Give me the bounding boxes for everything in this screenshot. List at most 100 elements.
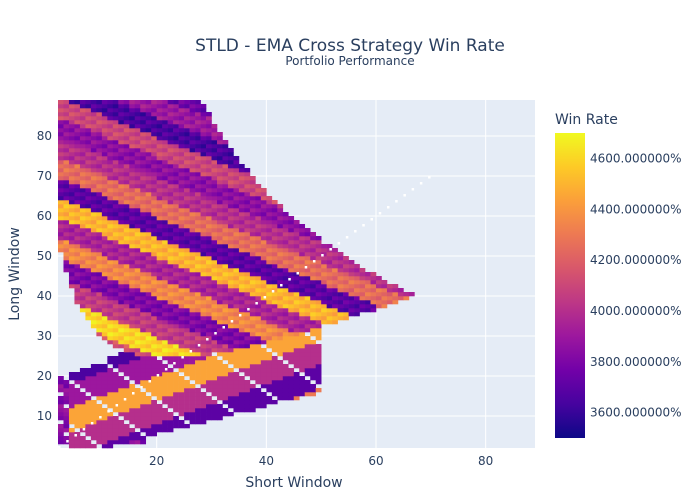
heatmap-cell [282,368,289,373]
heatmap-cell [162,288,168,293]
heatmap-cell [112,208,119,213]
heatmap-cell [173,240,179,245]
heatmap-cell [277,396,284,401]
heatmap-cell [63,216,70,221]
heatmap-cell [310,364,316,369]
heatmap-cell [293,396,300,401]
heatmap-cell [145,308,152,313]
heatmap-cell [151,236,157,241]
heatmap-cell [167,360,174,365]
heatmap-cell [288,272,295,277]
heatmap-cell [145,216,152,221]
heatmap-cell [145,344,152,349]
heatmap-cell [255,260,262,265]
heatmap-cell [211,200,218,205]
heatmap-cell [211,240,218,245]
heatmap-cell [129,296,136,301]
heatmap-cell [68,416,75,421]
heatmap-cell [85,304,92,309]
heatmap-cell [151,144,157,149]
heatmap-cell [288,380,295,385]
heatmap-cell [343,292,349,297]
heatmap-cell [118,220,125,225]
heatmap-cell [304,272,311,277]
heatmap-cell [178,320,185,325]
heatmap-cell [206,248,212,253]
heatmap-cell [63,156,70,161]
heatmap-cell [381,284,388,289]
heatmap-cell [162,136,168,141]
heatmap-cell [74,216,81,221]
heatmap-cell [112,212,119,217]
heatmap-cell [206,396,212,401]
heatmap-cell [96,240,103,245]
heatmap-cell [112,196,119,201]
heatmap-cell [85,240,92,245]
heatmap-cell [107,436,114,441]
heatmap-cell [129,200,136,205]
heatmap-cell [107,316,114,321]
heatmap-cell [58,412,64,417]
heatmap-cell [189,340,196,345]
heatmap-cell [162,384,168,389]
heatmap-cell [140,204,147,209]
heatmap-cell [282,384,289,389]
heatmap-cell [162,132,168,137]
heatmap-cell [227,204,234,209]
heatmap-cell [129,248,136,253]
heatmap-cell [145,232,152,237]
heatmap-cell [288,344,295,349]
heatmap-cell [173,252,179,257]
heatmap-cell [217,332,223,337]
heatmap-cell [112,116,119,121]
heatmap-cell [101,172,108,177]
heatmap-cell [238,312,245,317]
heatmap-cell [140,300,147,305]
heatmap-cell [167,352,174,357]
heatmap-cell [68,208,75,213]
heatmap-cell [195,108,201,113]
heatmap-cell [337,292,344,297]
heatmap-cell [260,376,267,381]
heatmap-cell [195,264,201,269]
heatmap-cell [200,160,207,165]
heatmap-cell [140,332,147,337]
heatmap-cell [260,240,267,245]
heatmap-cell [123,412,130,417]
heatmap-cell [129,128,136,133]
heatmap-cell [244,244,251,249]
diagonal-mark [164,368,168,371]
heatmap-cell [249,248,256,253]
heatmap-cell [227,164,234,169]
heatmap-cell [233,324,240,329]
heatmap-cell [167,380,174,385]
heatmap-cell [233,372,240,377]
heatmap-cell [249,384,256,389]
heatmap-cell [260,372,267,377]
heatmap-cell [238,252,245,257]
heatmap-cell [151,368,157,373]
heatmap-cell [134,272,141,277]
heatmap-cell [68,404,75,409]
heatmap-cell [90,288,97,293]
heatmap-cell [151,228,157,233]
heatmap-cell [315,248,322,253]
heatmap-cell [90,416,97,421]
heatmap-cell [107,296,114,301]
heatmap-cell [167,428,174,433]
heatmap-cell [140,360,147,365]
heatmap-cell [277,232,284,237]
heatmap-cell [107,156,114,161]
heatmap-cell [101,236,108,241]
heatmap-cell [140,288,147,293]
heatmap-cell [151,196,157,201]
heatmap-cell [343,256,349,261]
heatmap-cell [178,132,185,137]
heatmap-cell [211,156,218,161]
heatmap-cell [354,264,360,269]
heatmap-cell [217,216,223,221]
heatmap-cell [238,324,245,329]
heatmap-cell [173,208,179,213]
heatmap-cell [282,228,289,233]
heatmap-cell [315,284,322,289]
